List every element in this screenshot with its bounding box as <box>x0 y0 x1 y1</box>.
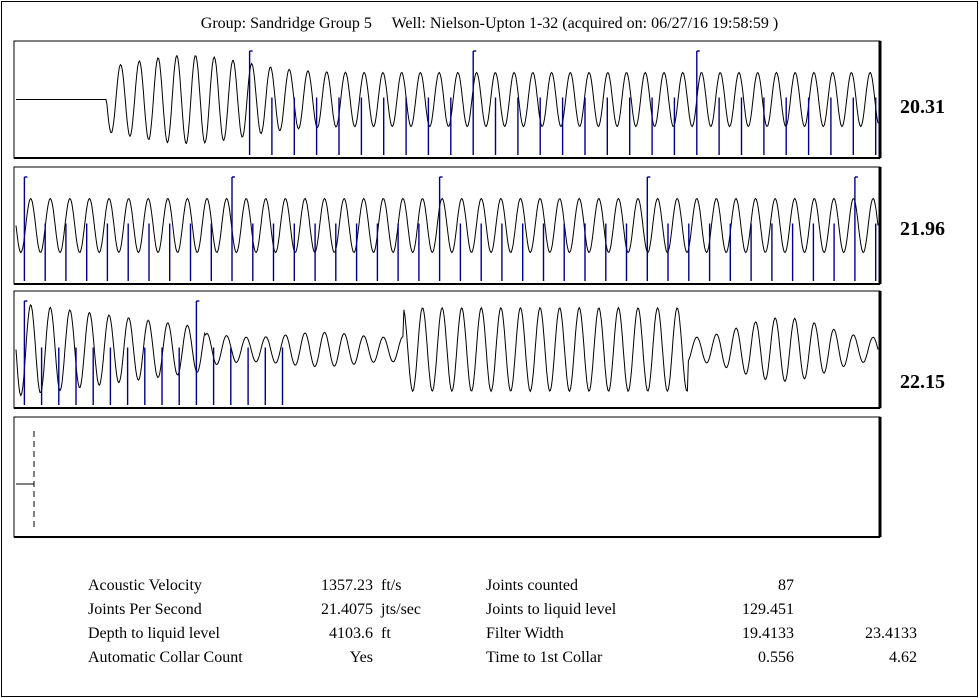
acoustic-velocity-value: 1357.23 <box>321 577 373 594</box>
joints-to-liquid-value: 129.451 <box>742 601 794 618</box>
well-label: Well: Nielson-Upton 1-32 (acquired on: 0… <box>391 15 779 32</box>
depth-to-liquid-label: Depth to liquid level <box>88 625 220 642</box>
acoustic-velocity-unit: ft/s <box>381 577 402 594</box>
joints-per-second-value: 21.4075 <box>321 601 373 618</box>
panel-1-signal-trace <box>16 54 879 145</box>
time-to-first-collar-value-2: 4.62 <box>889 649 917 666</box>
joints-counted-value: 87 <box>778 577 794 594</box>
time-to-first-collar-value: 0.556 <box>758 649 794 666</box>
panel-2-signal-trace <box>15 197 879 254</box>
panel-2-rate: 21.96 <box>900 218 945 240</box>
panel-4-frame <box>13 416 881 538</box>
report-header: Group: Sandridge Group 5 Well: Nielson-U… <box>0 15 979 33</box>
group-label: Group: Sandridge Group 5 <box>200 15 372 32</box>
acoustic-trace-chart <box>13 40 882 538</box>
auto-collar-count-value: Yes <box>349 649 373 666</box>
depth-to-liquid-unit: ft <box>381 625 391 642</box>
filter-width-label: Filter Width <box>486 625 564 642</box>
acoustic-velocity-label: Acoustic Velocity <box>88 577 202 594</box>
filter-width-value: 19.4133 <box>742 625 794 642</box>
filter-width-value-2: 23.4133 <box>865 625 917 642</box>
depth-to-liquid-value: 4103.6 <box>329 625 373 642</box>
joints-per-second-unit: jts/sec <box>381 601 421 618</box>
panel-1-rate: 20.31 <box>900 96 945 118</box>
joints-per-second-label: Joints Per Second <box>88 601 202 618</box>
panel-3-signal-trace <box>15 304 879 397</box>
time-to-first-collar-label: Time to 1st Collar <box>486 649 603 666</box>
joints-to-liquid-label: Joints to liquid level <box>486 601 617 618</box>
joints-counted-label: Joints counted <box>486 577 578 594</box>
panel-3-rate: 22.15 <box>900 371 945 393</box>
auto-collar-count-label: Automatic Collar Count <box>88 649 243 666</box>
